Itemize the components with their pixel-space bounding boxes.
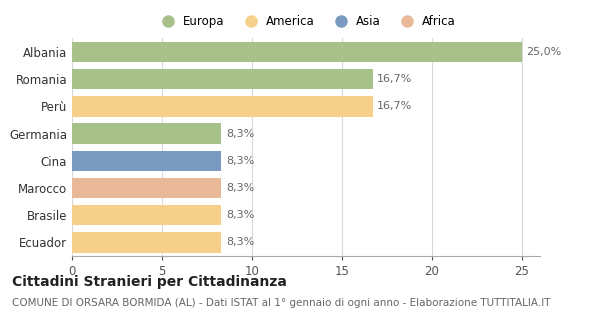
Text: 8,3%: 8,3% (226, 129, 254, 139)
Text: 8,3%: 8,3% (226, 183, 254, 193)
Text: 16,7%: 16,7% (377, 74, 412, 84)
Text: 25,0%: 25,0% (527, 47, 562, 57)
Bar (72, 205, 221, 225)
Text: 16,7%: 16,7% (377, 101, 412, 111)
Text: 8,3%: 8,3% (226, 210, 254, 220)
Bar (72, 232, 221, 252)
Bar (72, 96, 373, 116)
Text: Cittadini Stranieri per Cittadinanza: Cittadini Stranieri per Cittadinanza (12, 275, 287, 289)
Bar (72, 69, 373, 89)
Text: COMUNE DI ORSARA BORMIDA (AL) - Dati ISTAT al 1° gennaio di ogni anno - Elaboraz: COMUNE DI ORSARA BORMIDA (AL) - Dati IST… (12, 298, 551, 308)
Text: 8,3%: 8,3% (226, 237, 254, 247)
Bar (72, 42, 522, 62)
Text: 8,3%: 8,3% (226, 156, 254, 166)
Bar (72, 178, 221, 198)
Bar (72, 151, 221, 171)
Bar (72, 124, 221, 144)
Legend: Europa, America, Asia, Africa: Europa, America, Asia, Africa (156, 15, 456, 28)
